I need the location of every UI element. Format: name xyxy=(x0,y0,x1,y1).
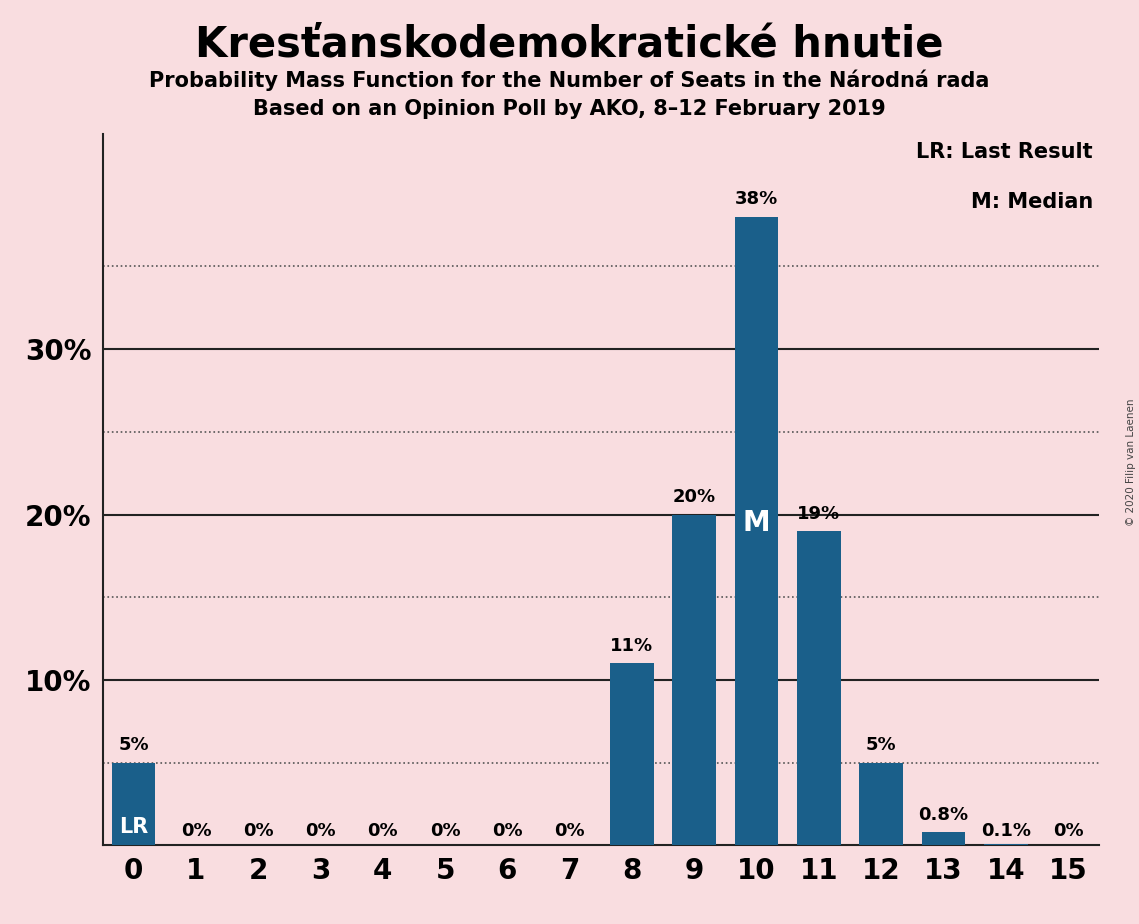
Text: LR: Last Result: LR: Last Result xyxy=(916,142,1093,163)
Text: 0%: 0% xyxy=(429,822,460,841)
Text: 0.1%: 0.1% xyxy=(981,822,1031,841)
Text: 5%: 5% xyxy=(118,736,149,755)
Text: 0%: 0% xyxy=(555,822,585,841)
Text: 0%: 0% xyxy=(181,822,211,841)
Bar xyxy=(984,844,1027,845)
Text: © 2020 Filip van Laenen: © 2020 Filip van Laenen xyxy=(1126,398,1136,526)
Bar xyxy=(112,762,155,845)
Text: Probability Mass Function for the Number of Seats in the Národná rada: Probability Mass Function for the Number… xyxy=(149,69,990,91)
Bar xyxy=(672,515,716,845)
Bar xyxy=(611,663,654,845)
Bar xyxy=(735,217,778,845)
Text: 0%: 0% xyxy=(1052,822,1083,841)
Text: 11%: 11% xyxy=(611,638,654,655)
Text: LR: LR xyxy=(120,817,148,837)
Text: 20%: 20% xyxy=(673,488,715,506)
Text: 19%: 19% xyxy=(797,505,841,523)
Bar xyxy=(921,833,965,845)
Text: 0%: 0% xyxy=(492,822,523,841)
Bar xyxy=(797,531,841,845)
Text: M: Median: M: Median xyxy=(970,192,1093,212)
Text: 0%: 0% xyxy=(243,822,273,841)
Text: 5%: 5% xyxy=(866,736,896,755)
Text: 38%: 38% xyxy=(735,190,778,209)
Text: 0.8%: 0.8% xyxy=(918,806,968,824)
Text: Based on an Opinion Poll by AKO, 8–12 February 2019: Based on an Opinion Poll by AKO, 8–12 Fe… xyxy=(253,99,886,119)
Text: 0%: 0% xyxy=(368,822,399,841)
Text: M: M xyxy=(743,509,770,537)
Text: Kresťanskodemokratické hnutie: Kresťanskodemokratické hnutie xyxy=(195,23,944,65)
Bar xyxy=(859,762,903,845)
Text: 0%: 0% xyxy=(305,822,336,841)
